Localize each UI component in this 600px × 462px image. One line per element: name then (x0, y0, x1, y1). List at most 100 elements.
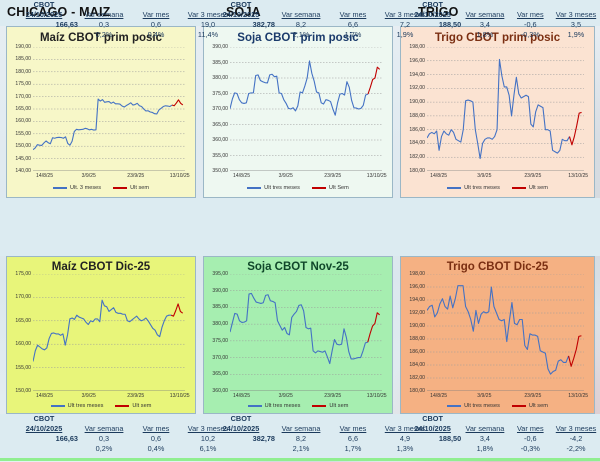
y-axis-tick-label: 180,00 (409, 168, 425, 174)
chart-legend: Ult. 3 meses Ult sem (7, 185, 195, 191)
stats-month-abs: -0,6 (524, 434, 537, 443)
stats-source-label: CBOT (422, 0, 443, 9)
stats-date-label: 24/10/2025 (25, 424, 63, 433)
chart-plot-area: 350,00 355,00 360,00 365,00 370,00 375,00 380,… (212, 44, 386, 179)
stats-quarter-pct: 6,1% (199, 444, 217, 453)
section-title-chicago-maiz: CHICAGO - MAIZ (7, 5, 111, 19)
stats-date-label: 24/10/2025 (25, 10, 63, 19)
y-axis-tick-label: 375,00 (212, 90, 228, 97)
legend-swatch-red-icon (113, 187, 128, 189)
chart-panel-soja-prim-posic: Soja CBOT prim posic 350,00 355,00 360,00 3… (203, 26, 393, 198)
y-axis-tick-label: 182,00 (409, 375, 425, 381)
y-axis-tick-label: 170,00 (15, 93, 31, 100)
y-axis-tick-label: 360,00 (212, 388, 228, 394)
series-line (367, 312, 380, 343)
chart-svg (230, 274, 382, 391)
header-band (0, 0, 600, 26)
stats-date-label: 24/10/2025 (222, 424, 260, 433)
stats-quarter-abs: 3,5 (570, 20, 582, 29)
y-axis-tick-label: 385,00 (212, 59, 228, 66)
stats-quarter-pct: 1,3% (396, 444, 414, 453)
y-axis-tick-label: 180,00 (15, 68, 31, 75)
chart-svg (230, 47, 382, 171)
section-title-soja: SOJA (226, 5, 261, 19)
y-axis-tick-label: 375,00 (212, 337, 228, 344)
stats-quarter-abs: 4,9 (399, 434, 411, 443)
stats-quarter-pct: 1,9% (567, 30, 585, 39)
stats-table-maiz-bot: CBOT 24/10/2025 Var semana Var mes Var 3… (10, 414, 234, 454)
y-axis-tick-label: 182,00 (409, 154, 425, 161)
y-axis-tick-label: 165,00 (15, 106, 31, 112)
x-axis-tick-label: 3/9/25 (477, 173, 492, 179)
series-line (568, 111, 582, 146)
x-axis-tick-label: 23/9/25 (324, 173, 342, 179)
y-axis-tick-label: 196,00 (409, 284, 425, 290)
chart-title: Trigo CBOT Dic-25 (446, 261, 549, 273)
y-axis-tick-label: 185,00 (15, 56, 31, 63)
x-axis-tick-label: 13/10/25 (366, 393, 387, 399)
y-axis-tick-label: 350,00 (212, 168, 228, 174)
y-axis-tick-label: 175,00 (15, 81, 31, 88)
stats-month-abs: -0,6 (524, 20, 537, 29)
mid-stats-band (0, 198, 600, 256)
stats-last-price: 382,78 (252, 434, 275, 443)
y-axis-tick-label: 145,00 (15, 155, 31, 162)
stats-month-pct: 1,7% (344, 30, 362, 39)
legend-label-3m: Ult. 3 meses (69, 185, 102, 191)
y-axis-tick-label: 170,00 (15, 294, 31, 301)
legend-label-3m: Ult tres meses (464, 185, 500, 191)
stats-quarter-abs: 10,2 (200, 434, 216, 443)
stats-table-soja-bot: CBOT 24/10/2025 Var semana Var mes Var 3… (207, 414, 431, 454)
stats-date-label: 24/10/2025 (222, 10, 260, 19)
col-head-var-3meses: Var 3 meses (187, 424, 229, 433)
legend-swatch-blue-icon (50, 405, 65, 407)
chart-plot-area: 180,00 182,00 184,00 186,00 188,00 190,00 192,… (409, 271, 588, 399)
legend-swatch-blue-icon (447, 187, 462, 189)
chart-panel-soja-nov-25: Soja CBOT Nov-25 360,00 365,00 370,00 375,0… (203, 256, 393, 414)
chart-plot-area: 150,00 155,00 160,00 165,00 170,00 175,00 14/8… (15, 271, 189, 399)
stats-source-label: CBOT (422, 414, 443, 423)
stats-week-pct: 2,1% (292, 30, 310, 39)
y-axis-tick-label: 395,00 (212, 271, 228, 277)
legend-swatch-blue-icon (447, 405, 462, 407)
x-axis-tick-label: 3/9/25 (81, 173, 96, 179)
col-head-var-mes: Var mes (339, 424, 367, 433)
stats-month-pct: 1,7% (344, 444, 362, 453)
legend-swatch-red-icon (312, 405, 327, 407)
col-head-var-mes: Var mes (142, 10, 170, 19)
stats-source-label: CBOT (33, 0, 55, 9)
stats-source-label: CBOT (230, 414, 252, 423)
y-axis-tick-label: 190,00 (15, 44, 31, 50)
stats-week-pct: 1,8% (476, 444, 494, 453)
y-axis-tick-label: 190,00 (409, 323, 425, 329)
chart-svg (427, 274, 584, 391)
stats-table-trigo-top: CBOT 24/10/2025 Var semana Var mes Var 3… (404, 0, 600, 40)
bottom-stats-band (0, 414, 600, 460)
legend-label-3m: Ult tres meses (67, 403, 104, 409)
x-axis-tick-label: 3/9/25 (81, 393, 96, 399)
chart-title: Maíz CBOT Dic-25 (51, 261, 151, 273)
y-axis-tick-label: 365,00 (212, 121, 228, 128)
stats-week-pct: 0,2% (95, 30, 113, 39)
stats-week-pct: 0,2% (95, 444, 113, 453)
legend-item-3m: Ult tres meses (247, 403, 300, 409)
stats-table-maiz-top: CBOT 24/10/2025 Var semana Var mes Var 3… (10, 0, 234, 40)
stats-quarter-pct: 11,4% (197, 30, 219, 39)
series-line (427, 285, 570, 375)
stats-month-pct: 0,4% (147, 444, 165, 453)
x-axis-tick-label: 13/10/25 (169, 393, 190, 399)
legend-swatch-red-icon (511, 405, 526, 407)
col-head-var-3meses: Var 3 meses (555, 424, 597, 433)
legend-label-week: Ult Sem (328, 185, 349, 191)
stats-quarter-abs: 19,0 (200, 20, 216, 29)
y-axis-tick-label: 370,00 (212, 106, 228, 112)
legend-label-week: Ult sem (130, 185, 150, 191)
col-head-var-semana: Var semana (465, 424, 505, 433)
y-axis-tick-label: 188,00 (409, 336, 425, 342)
legend-item-3m: Ult. 3 meses (52, 185, 102, 191)
stats-last-price: 166,63 (55, 20, 78, 29)
series-line (427, 58, 570, 160)
legend-item-week: Ult sem (511, 185, 548, 191)
series-line (230, 60, 369, 116)
